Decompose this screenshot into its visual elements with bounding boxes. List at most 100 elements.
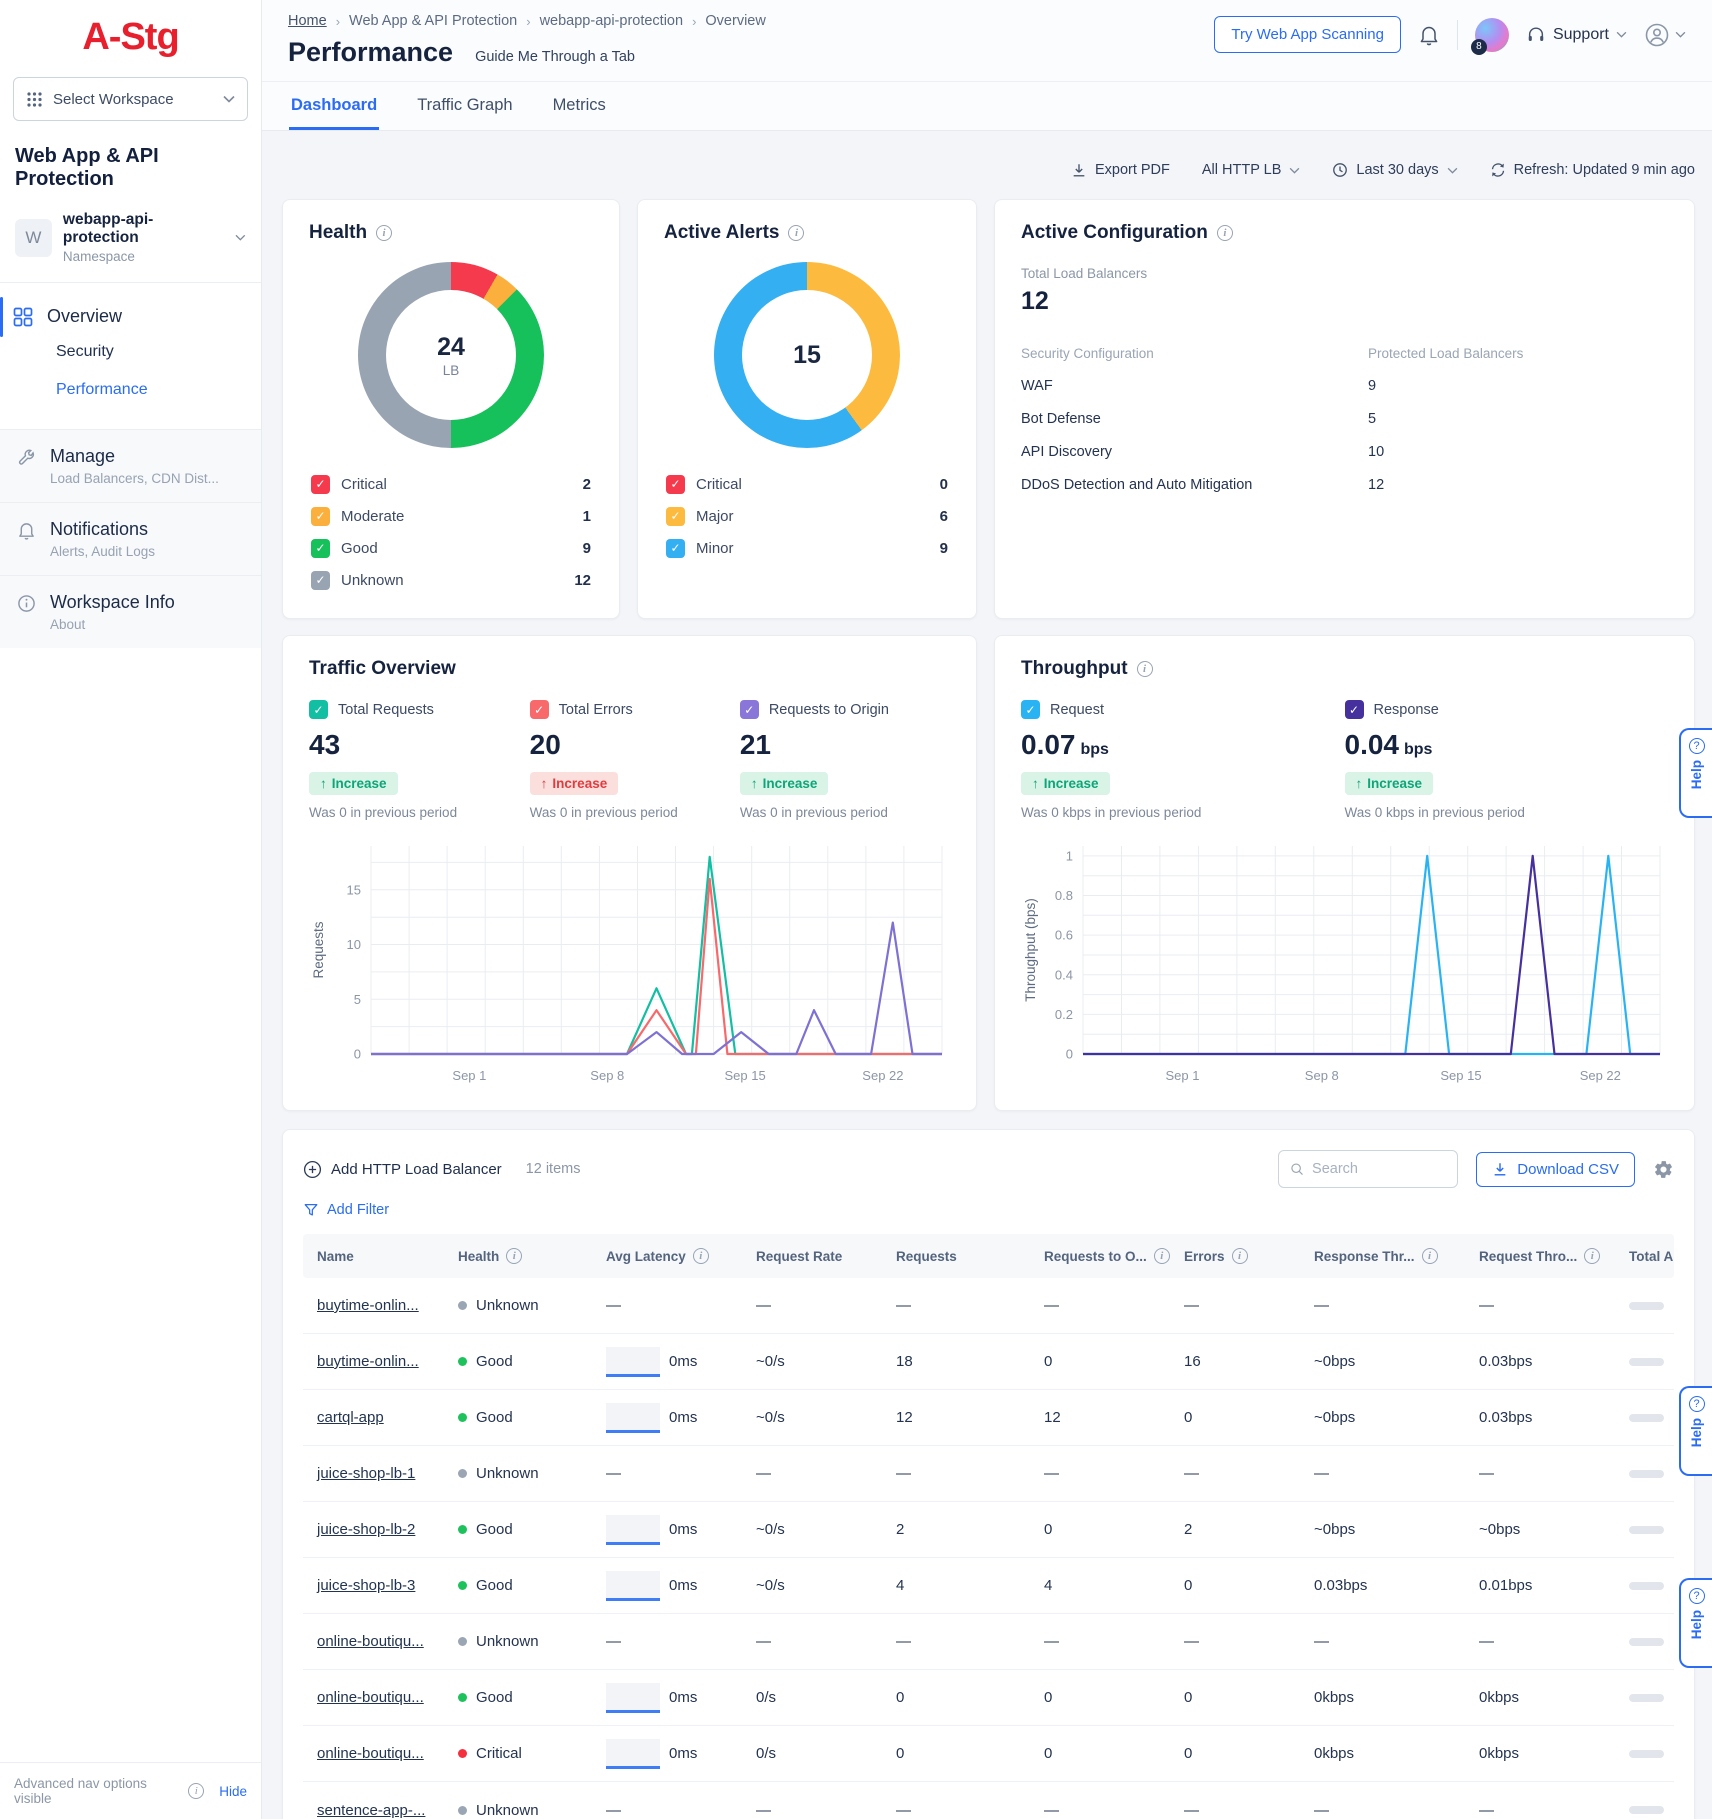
lb-name-link[interactable]: cartql-app: [317, 1409, 384, 1426]
info-icon[interactable]: [1422, 1248, 1438, 1264]
sidebar-item-overview[interactable]: Overview: [0, 299, 261, 333]
checkbox-icon[interactable]: [311, 539, 330, 558]
search-input[interactable]: [1278, 1150, 1458, 1188]
latency-sparkline[interactable]: [606, 1739, 660, 1769]
info-icon[interactable]: [788, 225, 804, 241]
table-row[interactable]: juice-shop-lb-3Good0ms~0/s4400.03bps0.01…: [303, 1558, 1674, 1614]
time-range-dropdown[interactable]: Last 30 days: [1332, 162, 1457, 178]
sidebar-item-security[interactable]: Security: [0, 333, 261, 371]
breadcrumb-item[interactable]: Web App & API Protection: [349, 13, 517, 29]
svg-text:0.6: 0.6: [1055, 928, 1073, 943]
download-csv-button[interactable]: Download CSV: [1476, 1152, 1635, 1187]
refresh-button[interactable]: Refresh: Updated 9 min ago: [1490, 162, 1695, 178]
table-row[interactable]: online-boutiqu...Good0ms0/s0000kbps0kbps: [303, 1670, 1674, 1726]
health-cell: Good: [448, 1577, 596, 1594]
lb-name-link[interactable]: juice-shop-lb-2: [317, 1521, 415, 1538]
traffic-line-chart[interactable]: 051015Sep 1Sep 8Sep 15Sep 22Requests: [309, 836, 950, 1088]
request-throughput-cell: —: [1469, 1465, 1619, 1482]
legend-item-minor[interactable]: Minor 9: [664, 532, 950, 564]
info-icon[interactable]: [1217, 225, 1233, 241]
sidebar-item-notifications[interactable]: Notifications Alerts, Audit Logs: [0, 502, 261, 575]
latency-sparkline[interactable]: [606, 1515, 660, 1545]
tab-traffic-graph[interactable]: Traffic Graph: [415, 82, 514, 130]
checkbox-icon[interactable]: [1021, 700, 1040, 719]
sidebar-item-performance[interactable]: Performance: [0, 371, 261, 409]
breadcrumb-item[interactable]: webapp-api-protection: [540, 13, 683, 29]
traffic-overview-title: Traffic Overview: [309, 658, 456, 680]
table-row[interactable]: buytime-onlin...Good0ms~0/s18016~0bps0.0…: [303, 1334, 1674, 1390]
table-row[interactable]: sentence-app-...Unknown———————: [303, 1782, 1674, 1819]
table-row[interactable]: buytime-onlin...Unknown———————: [303, 1278, 1674, 1334]
table-row[interactable]: online-boutiqu...Unknown———————: [303, 1614, 1674, 1670]
checkbox-icon[interactable]: [666, 539, 685, 558]
tab-metrics[interactable]: Metrics: [551, 82, 608, 130]
legend-item-good[interactable]: Good 9: [309, 532, 593, 564]
checkbox-icon[interactable]: [666, 475, 685, 494]
lb-name-link[interactable]: buytime-onlin...: [317, 1297, 419, 1314]
checkbox-icon[interactable]: [311, 571, 330, 590]
search-field[interactable]: [1312, 1161, 1446, 1177]
guide-me-link[interactable]: Guide Me Through a Tab: [475, 49, 635, 65]
lb-name-link[interactable]: juice-shop-lb-3: [317, 1577, 415, 1594]
table-row[interactable]: cartql-appGood0ms~0/s12120~0bps0.03bps: [303, 1390, 1674, 1446]
tab-dashboard[interactable]: Dashboard: [289, 82, 379, 130]
try-web-app-scanning-button[interactable]: Try Web App Scanning: [1214, 16, 1401, 53]
sidebar-item-workspace-info[interactable]: Workspace Info About: [0, 575, 261, 648]
checkbox-icon[interactable]: [309, 700, 328, 719]
legend-item-critical[interactable]: Critical 2: [309, 468, 593, 500]
add-filter-button[interactable]: Add Filter: [303, 1202, 1674, 1218]
add-http-lb-button[interactable]: Add HTTP Load Balancer: [303, 1160, 502, 1179]
support-menu[interactable]: Support: [1526, 25, 1627, 45]
health-status-dot: [458, 1469, 467, 1478]
notification-bell-icon[interactable]: [1418, 24, 1440, 46]
select-workspace-dropdown[interactable]: Select Workspace: [13, 77, 248, 121]
namespace-selector[interactable]: W webapp-api-protection Namespace: [15, 211, 246, 264]
lb-filter-dropdown[interactable]: All HTTP LB: [1202, 162, 1301, 178]
breadcrumb-home[interactable]: Home: [288, 13, 327, 29]
table-row[interactable]: juice-shop-lb-2Good0ms~0/s202~0bps~0bps: [303, 1502, 1674, 1558]
latency-sparkline[interactable]: [606, 1571, 660, 1601]
table-row[interactable]: online-boutiqu...Critical0ms0/s0000kbps0…: [303, 1726, 1674, 1782]
info-icon[interactable]: [1137, 661, 1153, 677]
latency-sparkline[interactable]: [606, 1347, 660, 1377]
info-icon[interactable]: [1232, 1248, 1248, 1264]
table-settings-gear-icon[interactable]: [1653, 1159, 1674, 1180]
alerts-donut-chart[interactable]: 15: [714, 262, 900, 448]
lb-name-link[interactable]: juice-shop-lb-1: [317, 1465, 415, 1482]
lb-name-link[interactable]: online-boutiqu...: [317, 1633, 424, 1650]
info-icon[interactable]: [1584, 1248, 1600, 1264]
info-icon[interactable]: [376, 225, 392, 241]
sidebar-item-manage[interactable]: Manage Load Balancers, CDN Dist...: [0, 429, 261, 502]
hide-link[interactable]: Hide: [219, 1784, 247, 1799]
latency-sparkline[interactable]: [606, 1683, 660, 1713]
account-menu[interactable]: [1644, 22, 1686, 48]
legend-item-moderate[interactable]: Moderate 1: [309, 500, 593, 532]
legend-item-major[interactable]: Major 6: [664, 500, 950, 532]
checkbox-icon[interactable]: [530, 700, 549, 719]
info-icon[interactable]: [1154, 1248, 1170, 1264]
info-icon[interactable]: [693, 1248, 709, 1264]
errors-cell: 2: [1174, 1521, 1304, 1538]
checkbox-icon[interactable]: [311, 475, 330, 494]
lb-name-link[interactable]: buytime-onlin...: [317, 1353, 419, 1370]
help-tab[interactable]: Help: [1679, 1386, 1712, 1476]
checkbox-icon[interactable]: [666, 507, 685, 526]
lb-name-link[interactable]: online-boutiqu...: [317, 1745, 424, 1762]
lb-name-link[interactable]: sentence-app-...: [317, 1802, 425, 1819]
checkbox-icon[interactable]: [311, 507, 330, 526]
lb-name-link[interactable]: online-boutiqu...: [317, 1689, 424, 1706]
table-row[interactable]: juice-shop-lb-1Unknown———————: [303, 1446, 1674, 1502]
legend-item-unknown[interactable]: Unknown 12: [309, 564, 593, 596]
help-tab[interactable]: Help: [1679, 728, 1712, 818]
export-pdf-button[interactable]: Export PDF: [1071, 162, 1170, 178]
brand-logo: A-Stg: [0, 16, 261, 59]
info-icon[interactable]: [506, 1248, 522, 1264]
throughput-line-chart[interactable]: 00.20.40.60.81Sep 1Sep 8Sep 15Sep 22Thro…: [1021, 836, 1668, 1088]
checkbox-icon[interactable]: [740, 700, 759, 719]
latency-sparkline[interactable]: [606, 1403, 660, 1433]
assistant-avatar[interactable]: 8: [1475, 18, 1509, 52]
legend-item-critical[interactable]: Critical 0: [664, 468, 950, 500]
checkbox-icon[interactable]: [1345, 700, 1364, 719]
help-tab[interactable]: Help: [1679, 1578, 1712, 1668]
health-donut-chart[interactable]: 24 LB: [358, 262, 544, 448]
